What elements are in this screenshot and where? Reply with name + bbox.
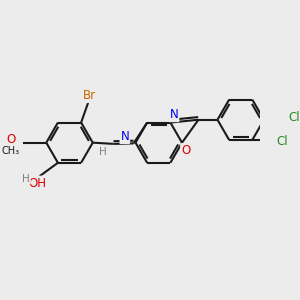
Text: CH₃: CH₃ bbox=[2, 146, 20, 156]
Text: OH: OH bbox=[28, 177, 46, 190]
Text: Br: Br bbox=[83, 89, 96, 102]
Text: N: N bbox=[120, 130, 129, 143]
Text: N: N bbox=[170, 108, 178, 121]
Text: O: O bbox=[6, 133, 15, 146]
Text: Cl: Cl bbox=[277, 135, 288, 148]
Text: O: O bbox=[181, 144, 190, 157]
Text: Cl: Cl bbox=[288, 111, 300, 124]
Text: H: H bbox=[99, 147, 107, 157]
Text: H: H bbox=[22, 174, 30, 184]
